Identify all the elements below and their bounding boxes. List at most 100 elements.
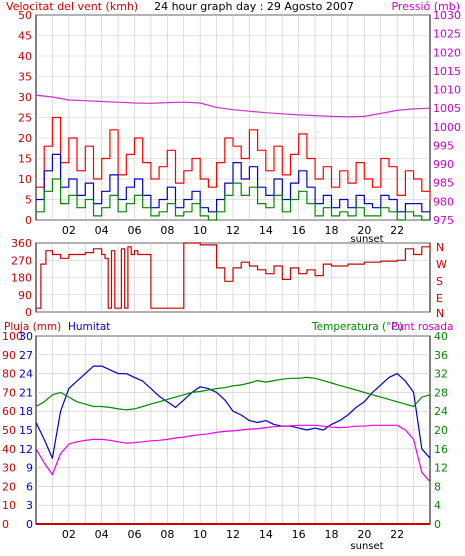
humidity-temperature-chart: 0102030405060708090100036912151821242730… <box>2 330 448 541</box>
chart1-x-tick-label: 02 <box>62 224 76 237</box>
humidity-y-tick-label: 100 <box>2 330 23 343</box>
dewpoint-label: Punt rosada <box>391 321 453 333</box>
compass-label: S <box>436 275 443 288</box>
chart1-x-tick-label: 14 <box>259 224 273 237</box>
pressure-y-tick-label: 990 <box>433 158 454 171</box>
chart3-x-tick-label: 16 <box>292 528 306 541</box>
pressure-line <box>35 94 431 118</box>
humidity-line <box>35 365 431 459</box>
wind-minimum-line <box>36 178 430 221</box>
chart3-x-tick-label: 12 <box>226 528 240 541</box>
temperature-y-tick-label: 8 <box>434 480 441 493</box>
rain-y-tick-label: 3 <box>26 499 33 512</box>
chart3-x-tick-label: 14 <box>259 528 273 541</box>
humidity-y-tick-label: 0 <box>2 518 9 531</box>
wind-speed-label: Velocitat del vent (kmh) <box>6 0 138 13</box>
chart3-x-tick-label: 06 <box>128 528 142 541</box>
pressure-y-tick-label: 985 <box>433 177 454 190</box>
wind-y-tick-label: 20 <box>18 132 32 145</box>
wind-y-tick-label: 45 <box>18 30 32 43</box>
wind-gust-line <box>36 116 431 200</box>
pressure-y-tick-label: 1005 <box>433 102 461 115</box>
temperature-y-tick-label: 24 <box>434 405 448 418</box>
pressure-y-tick-label: 1000 <box>433 121 461 134</box>
wind-y-tick-label: 15 <box>18 153 32 166</box>
chart1-x-tick-label: 08 <box>160 224 174 237</box>
pressure-y-tick-label: 1025 <box>433 28 461 41</box>
pressure-y-tick-label: 995 <box>433 139 454 152</box>
compass-label: N <box>436 241 444 254</box>
humidity-y-tick-label: 30 <box>2 462 16 475</box>
humidity-y-tick-label: 20 <box>2 480 16 493</box>
wind-y-tick-label: 35 <box>18 71 32 84</box>
direction-y-tick-label: 270 <box>11 254 32 267</box>
chart1-x-tick-label: 16 <box>292 224 306 237</box>
pressure-label: Pressió (mb) <box>391 0 460 13</box>
chart3-x-tick-label: 08 <box>160 528 174 541</box>
rain-y-tick-label: 9 <box>26 462 33 475</box>
temperature-line <box>35 376 431 411</box>
rain-y-tick-label: 12 <box>19 443 33 456</box>
sunset-label-top: sunset <box>350 234 383 245</box>
chart1-x-tick-label: 04 <box>95 224 109 237</box>
temperature-y-tick-label: 32 <box>434 368 448 381</box>
pressure-y-tick-label: 1020 <box>433 46 461 59</box>
rain-y-tick-label: 21 <box>19 386 33 399</box>
humidity-y-tick-label: 70 <box>2 386 16 399</box>
temperature-y-tick-label: 28 <box>434 386 448 399</box>
chart1-x-tick-label: 18 <box>325 224 339 237</box>
temperature-y-tick-label: 40 <box>434 330 448 343</box>
humidity-y-tick-label: 10 <box>2 499 16 512</box>
temperature-y-tick-label: 36 <box>434 349 448 362</box>
pressure-y-tick-label: 1015 <box>433 65 461 78</box>
chart1-x-tick-label: 10 <box>193 224 207 237</box>
temperature-y-tick-label: 20 <box>434 424 448 437</box>
chart1-x-tick-label: 06 <box>128 224 142 237</box>
chart3-x-tick-label: 04 <box>95 528 109 541</box>
chart1-x-tick-label: 20 <box>357 224 371 237</box>
graph-title: 24 hour graph day : 29 Agosto 2007 <box>154 0 354 13</box>
wind-y-tick-label: 30 <box>18 91 32 104</box>
temperature-y-tick-label: 12 <box>434 462 448 475</box>
wind-y-tick-label: 10 <box>18 173 32 186</box>
rain-y-tick-label: 18 <box>19 405 33 418</box>
compass-label: N <box>436 307 444 320</box>
chart-headers: Velocitat del vent (kmh) 24 hour graph d… <box>4 0 460 552</box>
humidity-y-tick-label: 60 <box>2 405 16 418</box>
chart3-x-tick-label: 02 <box>62 528 76 541</box>
humidity-y-tick-label: 50 <box>2 424 16 437</box>
pressure-y-tick-label: 1010 <box>433 84 461 97</box>
pressure-y-tick-label: 975 <box>433 214 454 227</box>
chart1-x-tick-label: 12 <box>226 224 240 237</box>
rain-y-tick-label: 24 <box>19 368 33 381</box>
wind-y-tick-label: 5 <box>25 194 32 207</box>
chart3-x-tick-label: 10 <box>193 528 207 541</box>
chart3-x-tick-label: 22 <box>390 528 404 541</box>
humidity-y-tick-label: 90 <box>2 349 16 362</box>
rain-y-tick-label: 27 <box>19 349 33 362</box>
temperature-label: Temperatura (°C) <box>311 321 403 333</box>
direction-y-tick-label: 180 <box>11 272 32 285</box>
chart3-x-tick-label: 18 <box>325 528 339 541</box>
rain-y-tick-label: 30 <box>19 330 33 343</box>
wind-y-tick-label: 0 <box>25 214 32 227</box>
wind-pressure-chart: 0510152025303540455097598098599099510001… <box>18 9 461 237</box>
temperature-y-tick-label: 4 <box>434 499 441 512</box>
wind-y-tick-label: 40 <box>18 50 32 63</box>
rain-y-tick-label: 0 <box>26 518 33 531</box>
humidity-label: Humitat <box>68 321 110 333</box>
rain-label: Pluja (mm) <box>4 321 61 333</box>
temperature-y-tick-label: 16 <box>434 443 448 456</box>
direction-y-tick-label: 90 <box>18 289 32 302</box>
temperature-y-tick-label: 0 <box>434 518 441 531</box>
compass-label: E <box>436 292 443 305</box>
wind-y-tick-label: 50 <box>18 9 32 22</box>
pressure-y-tick-label: 1030 <box>433 9 461 22</box>
chart3-x-tick-label: 20 <box>357 528 371 541</box>
direction-y-tick-label: 360 <box>11 237 32 250</box>
direction-y-tick-label: 0 <box>25 306 32 319</box>
dewpoint-line <box>35 424 431 483</box>
